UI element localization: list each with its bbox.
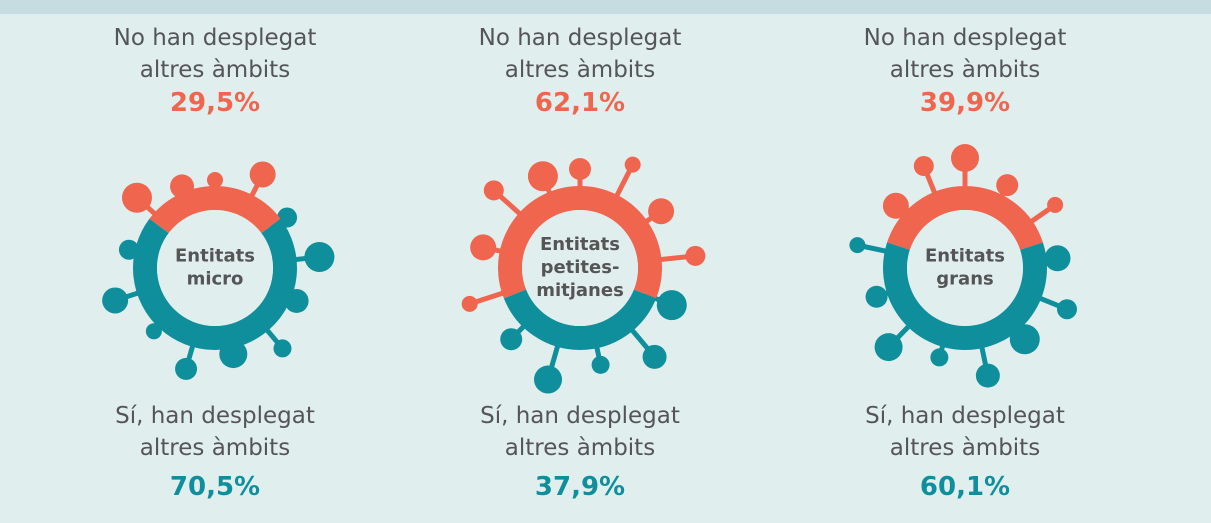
category-label: No han desplegat altres àmbits <box>450 22 710 86</box>
spike-ball <box>484 180 504 200</box>
spike-ball <box>976 364 1000 388</box>
spike-ball <box>273 339 291 357</box>
center-label: grans <box>936 269 993 290</box>
spike-ball <box>1057 299 1077 319</box>
spike-ball <box>250 161 276 187</box>
value-label: 60,1% <box>835 472 1095 502</box>
center-label: Entitats <box>540 234 620 255</box>
spike-ball <box>462 296 478 312</box>
spike-ball <box>914 156 934 176</box>
spike-ball <box>207 172 223 188</box>
spike-ball <box>866 286 888 308</box>
spike-ball <box>625 157 641 173</box>
center-label: Entitats <box>175 246 255 267</box>
category-label: Sí, han desplegat altres àmbits <box>835 400 1095 464</box>
value-label: 37,9% <box>450 472 710 502</box>
value-label: 29,5% <box>85 88 345 118</box>
category-label: No han desplegat altres àmbits <box>85 22 345 86</box>
spike-ball <box>528 161 558 191</box>
spike-ball <box>102 287 128 313</box>
spike-ball <box>175 358 197 380</box>
center-label: micro <box>187 269 244 290</box>
spike-ball <box>569 158 591 180</box>
spike-ball <box>685 246 705 266</box>
value-label: 62,1% <box>450 88 710 118</box>
center-label: Entitats <box>925 246 1005 267</box>
spike-ball <box>1044 245 1070 271</box>
center-label: mitjanes <box>536 280 624 301</box>
spike-ball <box>951 144 979 172</box>
spike-ball <box>657 290 687 320</box>
spike-ball <box>648 198 674 224</box>
category-label: Sí, han desplegat altres àmbits <box>450 400 710 464</box>
spike-ball <box>470 234 496 260</box>
spike-ball <box>849 237 865 253</box>
spike-ball <box>643 345 667 369</box>
value-label: 70,5% <box>85 472 345 502</box>
category-label: No han desplegat altres àmbits <box>835 22 1095 86</box>
value-label: 39,9% <box>835 88 1095 118</box>
category-label: Sí, han desplegat altres àmbits <box>85 400 345 464</box>
spike-ball <box>500 328 522 350</box>
spike-ball <box>122 183 152 213</box>
spike-ball <box>534 366 562 394</box>
spike-ball <box>1047 197 1063 213</box>
spike-ball <box>930 348 948 366</box>
center-label: petites- <box>541 257 620 278</box>
spike-ball <box>875 333 903 361</box>
infographic: EntitatsmicroEntitatspetites-mitjanesEnt… <box>0 0 1211 523</box>
spike-ball <box>996 174 1018 196</box>
spike-ball <box>592 356 610 374</box>
spike-ball <box>304 242 334 272</box>
